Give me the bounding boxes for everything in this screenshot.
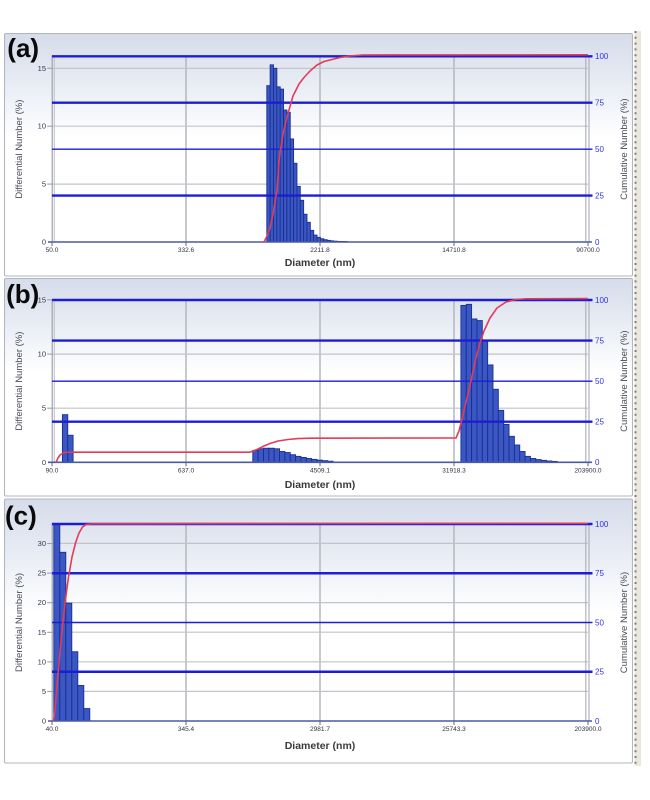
svg-text:10: 10 [38,657,46,666]
svg-text:0: 0 [42,458,46,467]
svg-text:15: 15 [38,295,46,304]
svg-text:Cumulative Number (%): Cumulative Number (%) [619,572,630,673]
svg-text:0: 0 [595,458,600,467]
svg-text:100: 100 [595,296,609,305]
svg-text:75: 75 [595,336,604,345]
svg-text:5: 5 [42,687,46,696]
svg-text:203900.0: 203900.0 [574,726,601,733]
svg-text:50.0: 50.0 [46,247,59,254]
svg-text:Cumulative Number (%): Cumulative Number (%) [619,98,630,199]
svg-text:Diameter (nm): Diameter (nm) [285,479,356,491]
svg-text:75: 75 [595,99,604,108]
svg-text:15: 15 [38,64,46,73]
svg-text:Cumulative Number (%): Cumulative Number (%) [619,330,630,431]
svg-text:(a): (a) [7,33,39,63]
svg-text:14710.8: 14710.8 [442,247,466,254]
svg-text:40.0: 40.0 [46,726,59,733]
svg-text:332.6: 332.6 [178,247,195,254]
svg-text:50: 50 [595,377,604,386]
svg-text:30: 30 [38,539,46,548]
svg-text:Differential Number (%): Differential Number (%) [14,100,25,199]
svg-text:10: 10 [38,350,46,359]
svg-text:Differential Number (%): Differential Number (%) [14,332,25,431]
svg-text:10: 10 [38,122,46,131]
svg-text:75: 75 [595,569,604,578]
svg-text:31918.3: 31918.3 [442,467,466,474]
svg-text:5: 5 [42,404,46,413]
svg-text:Diameter (nm): Diameter (nm) [285,740,356,752]
svg-text:25743.3: 25743.3 [442,726,466,733]
svg-text:0: 0 [42,717,46,726]
svg-text:5: 5 [42,180,46,189]
svg-text:25: 25 [595,191,604,200]
svg-text:203900.0: 203900.0 [574,467,601,474]
svg-text:25: 25 [38,569,46,578]
svg-text:25: 25 [595,668,604,677]
svg-text:345.4: 345.4 [178,726,195,733]
svg-text:90.0: 90.0 [46,467,59,474]
svg-text:2211.8: 2211.8 [310,247,330,254]
svg-text:(b): (b) [6,279,39,309]
svg-text:637.0: 637.0 [178,467,195,474]
svg-text:50: 50 [595,145,604,154]
svg-text:25: 25 [595,418,604,427]
svg-text:0: 0 [42,238,46,247]
svg-text:(c): (c) [5,501,37,531]
svg-text:4509.1: 4509.1 [310,467,330,474]
svg-text:90700.0: 90700.0 [576,247,600,254]
svg-text:0: 0 [595,238,600,247]
svg-text:100: 100 [595,52,609,61]
svg-text:15: 15 [38,628,46,637]
svg-text:50: 50 [595,618,604,627]
svg-text:20: 20 [38,598,46,607]
svg-text:2981.7: 2981.7 [310,726,330,733]
svg-text:100: 100 [595,520,609,529]
svg-text:Differential Number (%): Differential Number (%) [14,573,25,672]
svg-text:Diameter (nm): Diameter (nm) [285,257,356,269]
svg-text:0: 0 [595,717,600,726]
